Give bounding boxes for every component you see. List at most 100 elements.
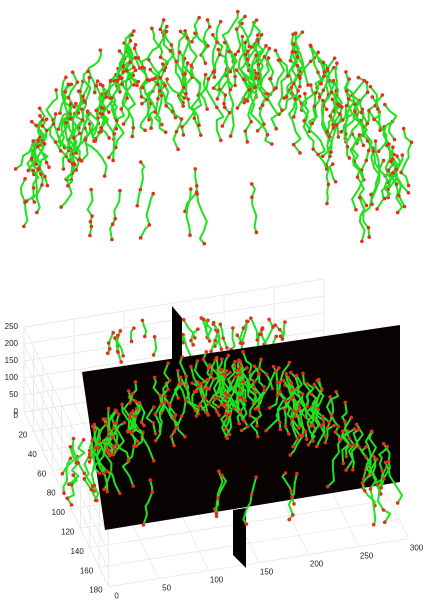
node (262, 54, 267, 59)
node (245, 49, 250, 54)
vessel (242, 351, 258, 401)
node (282, 407, 287, 412)
node (224, 406, 229, 410)
node (345, 145, 350, 149)
node (289, 381, 294, 386)
node (220, 473, 224, 478)
node (228, 69, 233, 74)
node (304, 437, 309, 442)
node (380, 93, 385, 97)
node (383, 460, 388, 465)
node (163, 83, 167, 88)
node (262, 122, 266, 127)
vessel (219, 324, 228, 349)
vessel (75, 439, 86, 463)
node (378, 128, 382, 133)
node (131, 73, 135, 78)
vertical-slice-bottom (233, 508, 246, 568)
node (211, 86, 216, 90)
node (215, 40, 219, 44)
node (303, 429, 308, 434)
node (366, 225, 371, 230)
node (157, 89, 162, 93)
vessel (202, 318, 211, 342)
node (334, 390, 338, 394)
node (278, 380, 282, 384)
node (63, 90, 68, 94)
node (344, 89, 349, 93)
x-tick-label: 150 (260, 568, 274, 577)
x-tick-label: 50 (162, 584, 171, 593)
node (320, 387, 324, 391)
node (44, 128, 49, 133)
node (233, 375, 237, 379)
node (245, 57, 250, 62)
node (104, 95, 108, 100)
node (40, 118, 45, 122)
vessel (295, 375, 308, 440)
node (315, 444, 319, 449)
node (183, 71, 187, 76)
node (181, 104, 186, 108)
node (192, 116, 197, 121)
node (228, 370, 232, 375)
node (134, 406, 139, 411)
vessel (375, 466, 392, 523)
node (113, 447, 117, 452)
node (379, 492, 383, 496)
node (253, 75, 258, 80)
node (206, 44, 210, 48)
node (291, 444, 295, 449)
node (113, 408, 118, 412)
node (139, 94, 144, 99)
node (220, 357, 224, 361)
vessel (109, 190, 121, 240)
vessel (194, 32, 207, 64)
node (102, 174, 107, 178)
node (64, 75, 68, 80)
node (106, 434, 111, 439)
node (137, 400, 142, 405)
node (172, 416, 176, 420)
node (265, 132, 270, 137)
node (213, 397, 217, 401)
node (105, 469, 109, 474)
node (207, 25, 212, 29)
node (91, 424, 95, 429)
node (375, 207, 379, 211)
vessel (237, 365, 247, 401)
node (290, 495, 294, 499)
vessel (324, 424, 335, 443)
node (375, 482, 379, 487)
z-tick-label: 150 (5, 356, 19, 365)
vessel (52, 123, 74, 187)
node (321, 414, 325, 419)
node (178, 29, 183, 34)
node (283, 471, 288, 475)
node (379, 486, 383, 490)
node (240, 34, 245, 39)
node (132, 29, 136, 33)
vessel (345, 423, 364, 471)
vessel (146, 59, 161, 129)
node (147, 223, 152, 227)
node (164, 29, 169, 34)
vessel (248, 73, 273, 145)
node (300, 30, 305, 34)
node (93, 138, 98, 143)
node (228, 87, 233, 92)
node (289, 85, 294, 90)
vessel (239, 39, 259, 103)
node (29, 119, 34, 124)
node (364, 445, 368, 449)
node (387, 142, 391, 146)
node (264, 372, 269, 377)
vessel (194, 360, 206, 383)
node (29, 156, 34, 161)
vessel (112, 427, 135, 487)
node (322, 74, 326, 79)
node (47, 165, 51, 170)
node (23, 177, 27, 181)
node (100, 83, 105, 88)
